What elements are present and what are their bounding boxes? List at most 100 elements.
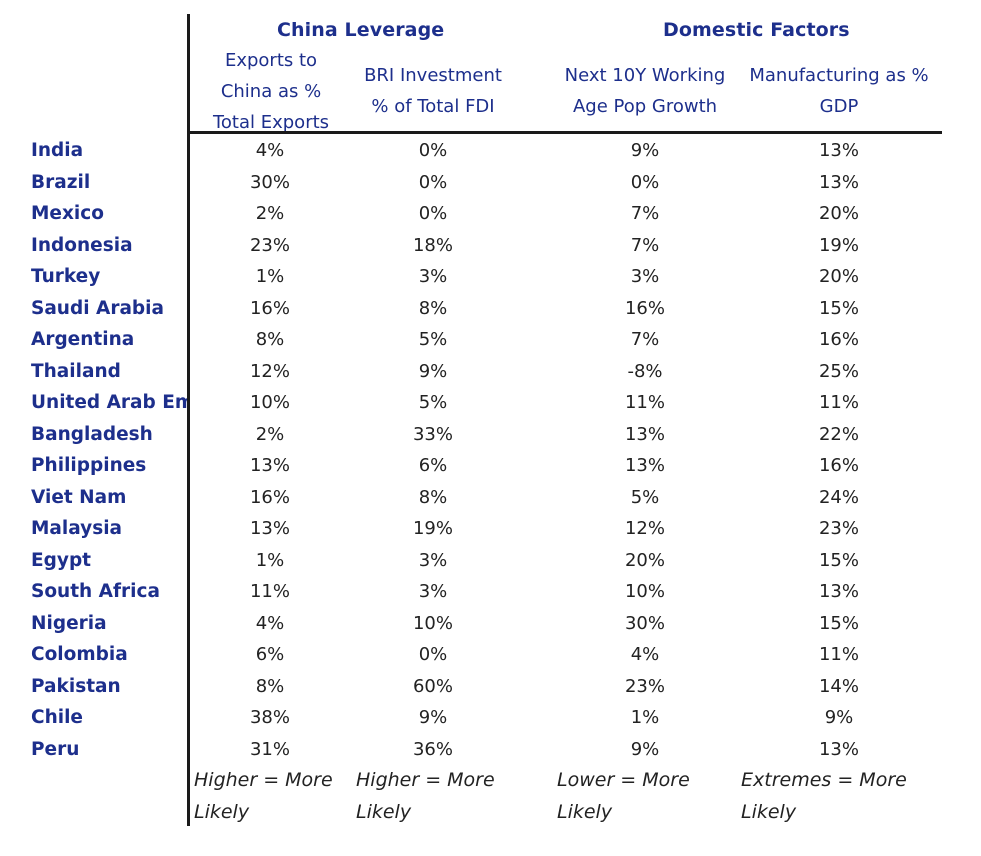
bri-investment-value: 0%: [418, 644, 448, 665]
header-line: Total Exports: [212, 112, 330, 133]
footnote-exports: Higher = More Likely: [194, 764, 333, 828]
working-age-pop-value: 30%: [624, 612, 665, 634]
exports-to-china-value: 6%: [255, 644, 285, 665]
working-age-pop-value: 7%: [630, 329, 660, 350]
exports-to-china-value: 8%: [255, 675, 285, 697]
country-name: Malaysia: [31, 518, 123, 539]
working-age-pop-value: 5%: [630, 486, 660, 508]
bri-investment-value: 3%: [418, 581, 448, 602]
header-line: Exports to: [224, 50, 318, 71]
working-age-pop-value: -8%: [627, 360, 663, 382]
bri-investment-value: 19%: [412, 518, 453, 539]
column-header-manufacturing-gdp: Manufacturing as % GDP: [738, 60, 940, 122]
bri-investment-value: 36%: [412, 738, 453, 760]
table-row: Turkey 1% 3% 3% 20%: [0, 261, 981, 292]
working-age-pop-value: 3%: [630, 266, 660, 287]
manufacturing-gdp-value: 9%: [824, 707, 854, 728]
exports-to-china-value: 12%: [249, 360, 290, 382]
bri-investment-value: 6%: [418, 455, 448, 476]
country-name: India: [31, 140, 84, 161]
manufacturing-gdp-value: 16%: [818, 455, 859, 476]
country-name: South Africa: [31, 581, 160, 602]
exports-to-china-value: 1%: [255, 266, 285, 287]
working-age-pop-value: 13%: [624, 455, 665, 476]
country-name: United Arab Em: [31, 392, 187, 413]
table-row: India 4% 0% 9% 13%: [0, 135, 981, 166]
footnote-line: Higher = More: [194, 769, 333, 791]
footnote-line: Likely: [356, 801, 412, 823]
manufacturing-gdp-value: 16%: [818, 329, 859, 350]
country-name: Saudi Arabia: [31, 297, 164, 319]
working-age-pop-value: 16%: [624, 297, 665, 319]
bri-investment-value: 10%: [412, 612, 453, 634]
manufacturing-gdp-value: 23%: [818, 518, 859, 539]
bri-investment-value: 9%: [418, 707, 448, 728]
exports-to-china-value: 4%: [255, 612, 285, 634]
country-name: Viet Nam: [31, 486, 127, 508]
header-line: Age Pop Growth: [572, 96, 718, 117]
country-name: Nigeria: [31, 612, 107, 634]
working-age-pop-value: 12%: [624, 518, 665, 539]
exports-to-china-value: 13%: [249, 455, 290, 476]
group-title-china-leverage: China Leverage: [277, 19, 445, 41]
manufacturing-gdp-value: 13%: [818, 581, 859, 602]
table-row: Peru 31% 36% 9% 13%: [0, 734, 981, 765]
header-line: Manufacturing as %: [749, 65, 929, 86]
column-header-bri-investment: BRI Investment % of Total FDI: [350, 60, 516, 122]
header-line: GDP: [819, 96, 859, 117]
footnote-pop: Lower = More Likely: [557, 764, 690, 828]
manufacturing-gdp-value: 11%: [818, 392, 859, 413]
manufacturing-gdp-value: 11%: [818, 644, 859, 665]
country-name: Argentina: [31, 329, 135, 350]
footnote-line: Likely: [194, 801, 250, 823]
manufacturing-gdp-value: 25%: [818, 360, 859, 382]
exports-to-china-value: 23%: [249, 234, 290, 256]
exports-to-china-value: 16%: [249, 297, 290, 319]
table-row: Nigeria 4% 10% 30% 15%: [0, 608, 981, 639]
table-row: Chile 38% 9% 1% 9%: [0, 702, 981, 733]
footnote-line: Lower = More: [557, 769, 690, 791]
table-row: Indonesia 23% 18% 7% 19%: [0, 230, 981, 261]
footnote-line: Likely: [557, 801, 613, 823]
working-age-pop-value: 11%: [624, 392, 665, 413]
vertical-divider: [187, 14, 190, 826]
table-row: Mexico 2% 0% 7% 20%: [0, 198, 981, 229]
country-name: Indonesia: [31, 234, 133, 256]
exports-to-china-value: 8%: [255, 329, 285, 350]
exports-to-china-value: 2%: [255, 423, 285, 445]
exports-to-china-value: 30%: [249, 171, 290, 193]
exports-to-china-value: 2%: [255, 203, 285, 224]
country-name: Thailand: [31, 360, 121, 382]
table-row: Thailand 12% 9% -8% 25%: [0, 356, 981, 387]
country-name: Turkey: [31, 266, 101, 287]
table-row: Viet Nam 16% 8% 5% 24%: [0, 482, 981, 513]
table-row: United Arab Em 10% 5% 11% 11%: [0, 387, 981, 418]
table-row: Colombia 6% 0% 4% 11%: [0, 639, 981, 670]
working-age-pop-value: 10%: [624, 581, 665, 602]
bri-investment-value: 0%: [418, 171, 448, 193]
bri-investment-value: 5%: [418, 392, 448, 413]
table-row: Saudi Arabia 16% 8% 16% 15%: [0, 293, 981, 324]
manufacturing-gdp-value: 20%: [818, 266, 859, 287]
working-age-pop-value: 7%: [630, 203, 660, 224]
table-row: South Africa 11% 3% 10% 13%: [0, 576, 981, 607]
bri-investment-value: 33%: [412, 423, 453, 445]
country-name: Brazil: [31, 171, 91, 193]
manufacturing-gdp-value: 15%: [818, 612, 859, 634]
footnote-manufacturing: Extremes = More Likely: [741, 764, 907, 828]
exports-to-china-value: 4%: [255, 140, 285, 161]
header-line: BRI Investment: [364, 65, 502, 86]
country-name: Peru: [31, 738, 80, 760]
exports-to-china-value: 31%: [249, 738, 290, 760]
manufacturing-gdp-value: 20%: [818, 203, 859, 224]
column-header-working-age-pop: Next 10Y Working Age Pop Growth: [553, 60, 737, 122]
bri-investment-value: 8%: [418, 486, 448, 508]
exports-to-china-value: 1%: [255, 549, 285, 571]
footnote-line: Extremes = More: [741, 769, 907, 791]
working-age-pop-value: 13%: [624, 423, 665, 445]
header-line: Next 10Y Working: [564, 65, 726, 86]
working-age-pop-value: 9%: [630, 738, 660, 760]
manufacturing-gdp-value: 15%: [818, 297, 859, 319]
working-age-pop-value: 9%: [630, 140, 660, 161]
manufacturing-gdp-value: 14%: [818, 675, 859, 697]
